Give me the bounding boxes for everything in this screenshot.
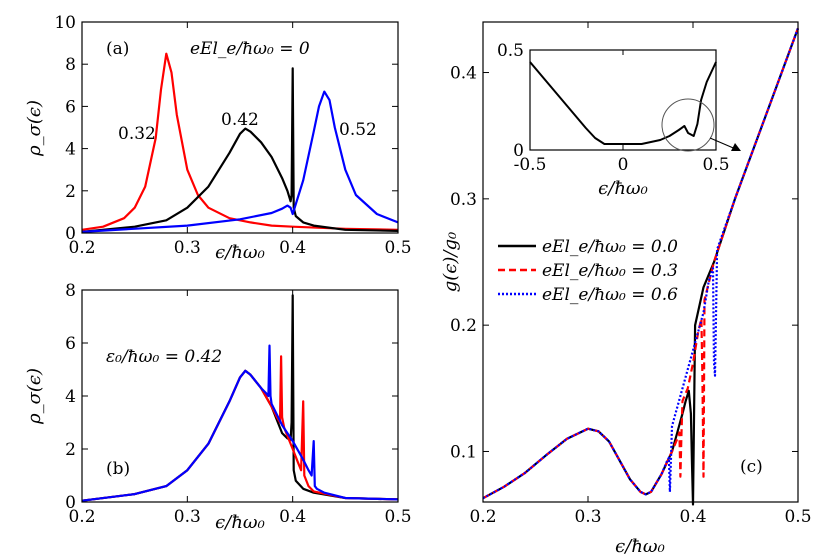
y-tick-label: 8 bbox=[65, 281, 76, 301]
panel-c: 0.2 0.3 0.4 0.5 0.1 0.2 0.3 0.4 (c) ϵ/ħω₀ g(ϵ)/g₀ e… bbox=[440, 21, 812, 557]
x-axis-label-c: ϵ/ħω₀ bbox=[615, 536, 665, 557]
x-tick-label: 0.4 bbox=[279, 507, 306, 527]
x-tick-label: 0.4 bbox=[679, 507, 706, 527]
x-tick-label: 0.5 bbox=[784, 507, 811, 527]
inset-x-tick-label: 0 bbox=[618, 155, 629, 175]
x-tick-label: 0.3 bbox=[174, 238, 201, 258]
y-tick-label: 2 bbox=[65, 440, 76, 460]
panel-label-b: (b) bbox=[106, 459, 130, 479]
x-tick-label: 0.2 bbox=[68, 507, 95, 527]
y-axis-label-b: ρ_σ(ϵ) bbox=[24, 368, 45, 425]
x-axis-label-b: ϵ/ħω₀ bbox=[215, 512, 265, 533]
y-tick-label: 0.3 bbox=[450, 190, 477, 210]
panel-label-a: (a) bbox=[106, 39, 129, 59]
series-line-1 bbox=[81, 67, 399, 233]
curve-label-042: 0.42 bbox=[221, 110, 259, 130]
y-tick-label: 0 bbox=[65, 493, 76, 513]
x-tick-label: 0.3 bbox=[574, 507, 601, 527]
panel-c-inset: -0.5 0 0.500.5ϵ/ħω₀ bbox=[497, 41, 730, 199]
series-line-2 bbox=[81, 90, 399, 233]
legend-entry-2: eEl_e/ħω₀ = 0.6 bbox=[542, 285, 678, 305]
plot-frame bbox=[482, 21, 799, 503]
x-tick-label: 0.5 bbox=[384, 238, 411, 258]
inset-x-tick-label: -0.5 bbox=[514, 155, 547, 175]
y-tick-label: 8 bbox=[65, 55, 76, 75]
series-line-2 bbox=[81, 344, 399, 502]
inset-x-tick-label: 0.5 bbox=[702, 155, 729, 175]
y-axis-label-a: ρ_σ(ϵ) bbox=[24, 100, 45, 157]
plot-frame bbox=[81, 21, 399, 234]
annotation-b: ε₀/ħω₀ = 0.42 bbox=[106, 347, 222, 367]
curve-label-052: 0.52 bbox=[339, 120, 377, 140]
x-tick-label: 0.4 bbox=[279, 238, 306, 258]
panel-label-c: (c) bbox=[740, 457, 763, 477]
inset-y-tick-label: 0.5 bbox=[497, 41, 524, 61]
annotation-a: eEl_e/ħω₀ = 0 bbox=[190, 39, 310, 59]
y-tick-label: 4 bbox=[65, 140, 76, 160]
inset-frame bbox=[529, 49, 717, 151]
legend-entry-1: eEl_e/ħω₀ = 0.3 bbox=[542, 261, 678, 281]
x-axis-label-a: ϵ/ħω₀ bbox=[215, 242, 265, 263]
series-line-0 bbox=[81, 52, 399, 231]
x-tick-label: 0.5 bbox=[384, 507, 411, 527]
y-tick-label: 0.2 bbox=[450, 316, 477, 336]
decorations bbox=[661, 98, 741, 152]
inset-x-axis-label: ϵ/ħω₀ bbox=[598, 178, 648, 199]
y-tick-label: 6 bbox=[65, 334, 76, 354]
inset-series-line-0 bbox=[529, 61, 717, 145]
magnifier-circle bbox=[661, 98, 715, 152]
panel-b: 0.2 0.3 0.4 0.5 0 2 4 6 8 (b) ε₀/ħω₀ = 0.42 ϵ/ħω₀ ρ_… bbox=[24, 281, 412, 533]
panel-a: 0.2 0.3 0.4 0.5 0 2 4 6 8 10 (a) eEl_e/ħω₀ = 0 0.32 0… bbox=[24, 13, 412, 263]
y-tick-label: 0.1 bbox=[450, 442, 477, 462]
x-tick-label: 0.2 bbox=[469, 507, 496, 527]
x-tick-label: 0.2 bbox=[68, 238, 95, 258]
curve-label-032: 0.32 bbox=[118, 124, 156, 144]
series-line-2 bbox=[482, 27, 800, 500]
y-tick-label: 6 bbox=[65, 97, 76, 117]
y-axis-label-c: g(ϵ)/g₀ bbox=[440, 232, 461, 292]
y-tick-label: 10 bbox=[54, 13, 76, 33]
inset-y-tick-label: 0 bbox=[513, 141, 524, 161]
x-tick-label: 0.3 bbox=[174, 507, 201, 527]
y-tick-label: 0 bbox=[65, 224, 76, 244]
legend-entry-0: eEl_e/ħω₀ = 0.0 bbox=[542, 237, 678, 257]
magnifier-arrow-head bbox=[731, 143, 741, 151]
y-tick-label: 2 bbox=[65, 182, 76, 202]
legend: eEl_e/ħω₀ = 0.0 eEl_e/ħω₀ = 0.3 eEl_e/ħω₀ … bbox=[498, 237, 678, 305]
y-tick-label: 0.4 bbox=[450, 64, 477, 84]
y-tick-label: 4 bbox=[65, 387, 76, 407]
